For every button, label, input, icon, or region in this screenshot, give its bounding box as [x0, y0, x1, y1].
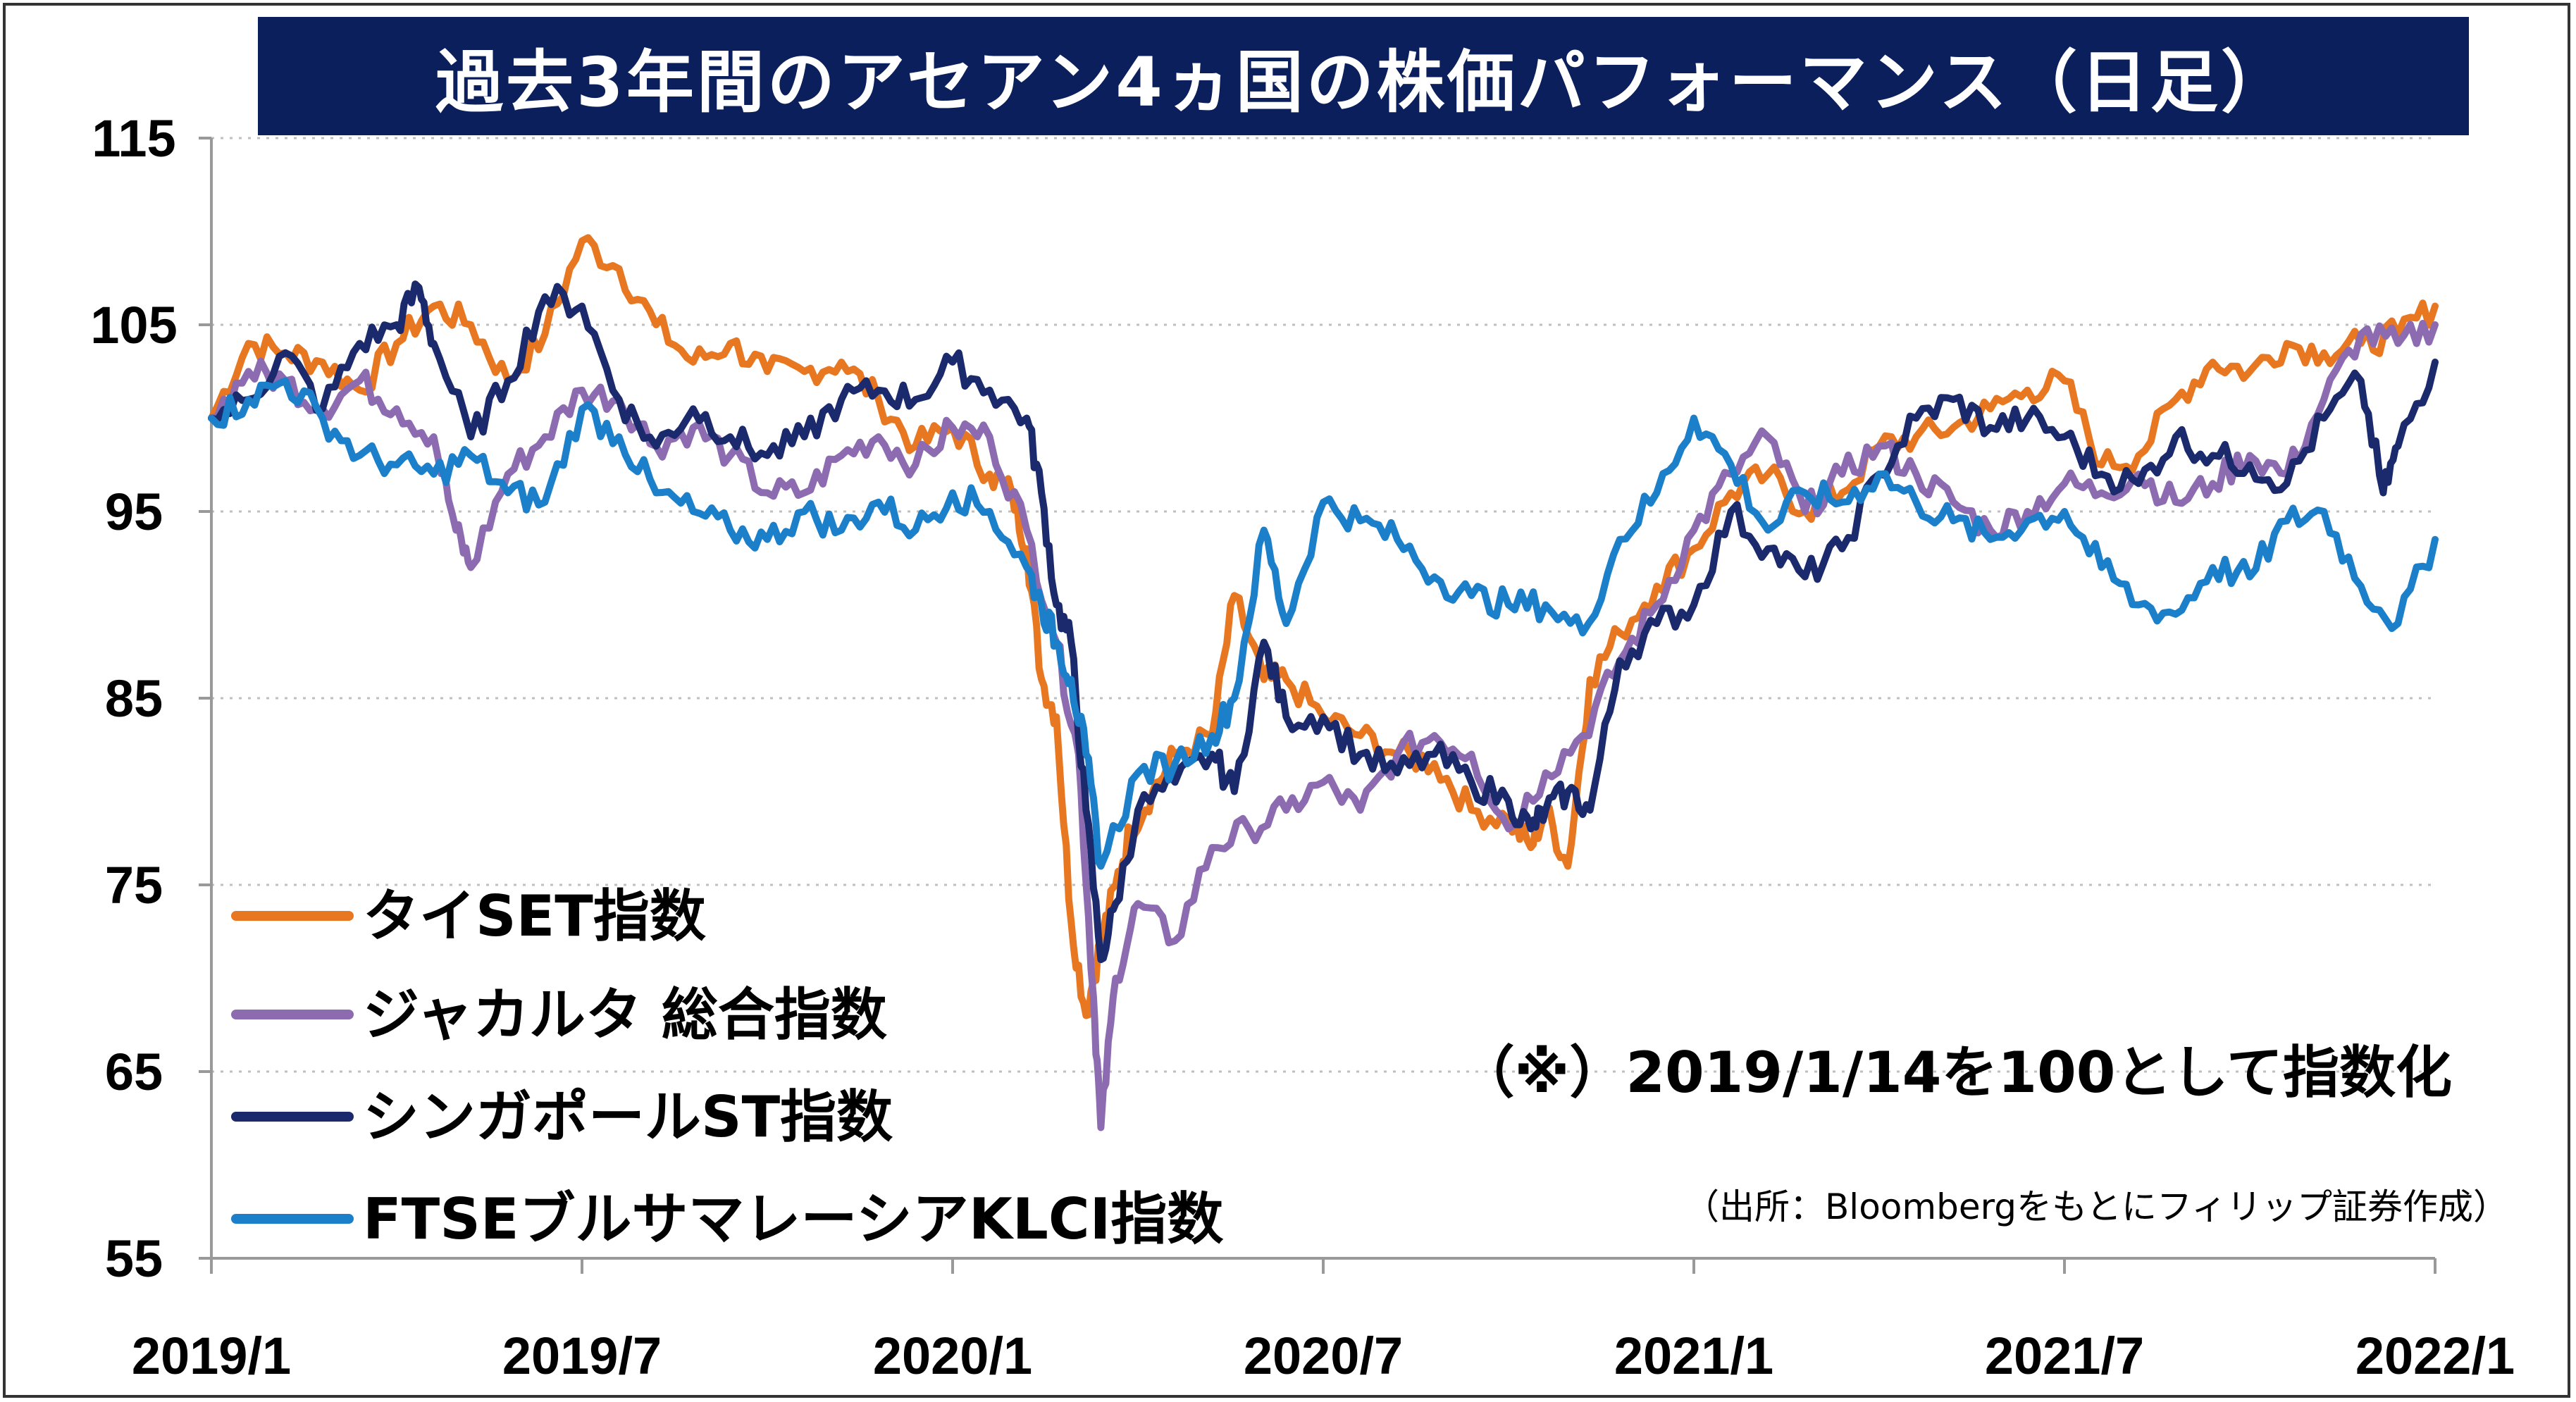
x-tick-label: 2020/1 [873, 1327, 1032, 1385]
chart-title-bar: 過去3年間のアセアン4ヵ国の株価パフォーマンス（日足） [258, 17, 2469, 135]
x-tick-label: 2021/7 [1985, 1327, 2144, 1385]
legend-label: FTSEブルサマレーシアKLCI指数 [363, 1186, 1223, 1252]
chart-frame [3, 3, 2570, 1398]
y-tick-label: 95 [105, 483, 163, 541]
index-note: （※）2019/1/14を100として指数化 [1459, 1040, 2452, 1105]
series-lines [208, 234, 2439, 1131]
series-line [208, 320, 2439, 1131]
legend-label: シンガポールST指数 [363, 1084, 893, 1150]
y-tick-label: 105 [90, 296, 177, 354]
legend-label: ジャカルタ 総合指数 [363, 982, 887, 1048]
legend-label: タイSET指数 [363, 883, 706, 949]
x-tick-label: 2020/7 [1244, 1327, 1403, 1385]
x-tick-label: 2019/7 [502, 1327, 662, 1385]
y-tick-label: 65 [105, 1043, 163, 1101]
x-tick-label: 2019/1 [132, 1327, 291, 1385]
y-tick-label: 75 [105, 856, 163, 914]
y-tick-label: 85 [105, 669, 163, 728]
series-line [208, 234, 2439, 1019]
y-tick-label: 55 [105, 1229, 163, 1288]
y-tick-label: 115 [92, 109, 175, 168]
series-line [208, 280, 2439, 963]
series-line [208, 377, 2439, 870]
source-note: （出所：Bloombergをもとにフィリップ証券作成） [1684, 1186, 2508, 1227]
x-tick-label: 2021/1 [1614, 1327, 1773, 1385]
x-tick-labels: 2019/1 2019/7 2020/1 2020/7 2021/1 2021/7 2022… [132, 1258, 2515, 1385]
y-tick-labels: 115 105 95 85 75 65 55 [90, 109, 211, 1288]
chart-title: 過去3年間のアセアン4ヵ国の株価パフォーマンス（日足） [435, 42, 2291, 122]
x-tick-label: 2022/1 [2355, 1327, 2515, 1385]
